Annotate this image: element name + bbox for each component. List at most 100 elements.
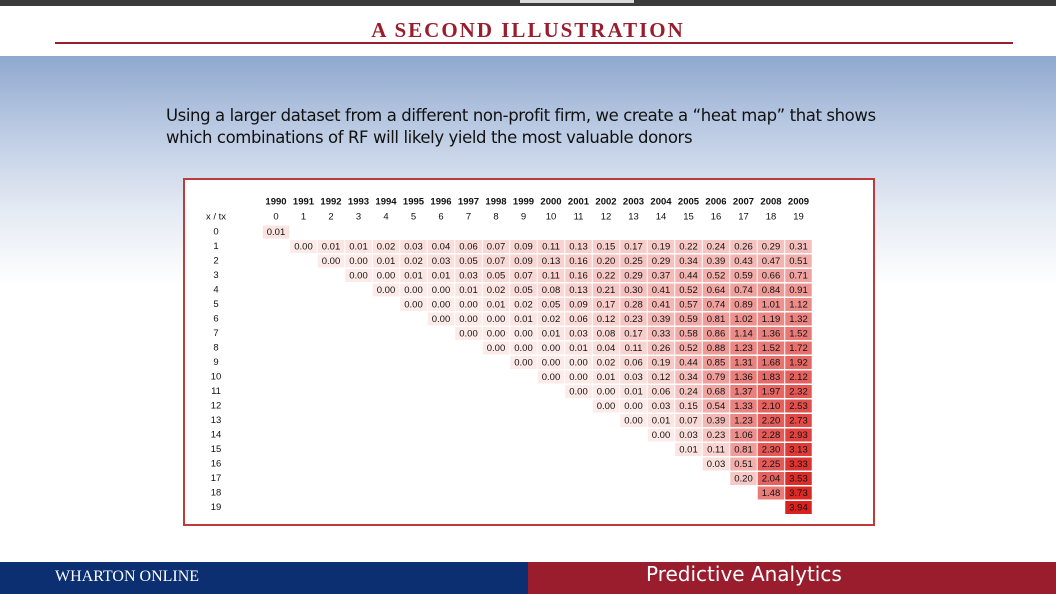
- heat-cell: [785, 486, 812, 500]
- heat-cell-value: 0.44: [679, 271, 698, 282]
- heat-cell-value: 2.93: [789, 430, 808, 441]
- year-header-1992: 1992: [320, 197, 341, 208]
- heat-cell: [482, 298, 510, 311]
- heat-cell: [757, 283, 785, 297]
- heat-cell-value: 0.51: [789, 256, 808, 267]
- heat-cell-value: 0.51: [734, 459, 753, 470]
- heat-cell: [757, 269, 785, 282]
- heat-cell-value: 0.00: [487, 329, 506, 340]
- heat-cell-value: 0.11: [542, 242, 560, 253]
- year-header-1995: 1995: [403, 197, 425, 208]
- heat-cell: [730, 356, 757, 369]
- heat-cell: [785, 370, 812, 384]
- heat-cell: [702, 385, 730, 398]
- slide-header: A SECOND ILLUSTRATION: [0, 6, 1056, 56]
- heat-cell: [757, 298, 785, 311]
- heat-cell: [785, 399, 812, 413]
- heat-cell-value: 0.00: [432, 285, 451, 296]
- heat-cell-value: 0.00: [459, 314, 478, 325]
- footer-brand: WHARTON ONLINE: [55, 568, 200, 585]
- year-header-1993: 1993: [348, 197, 369, 208]
- tx-header-12: 12: [601, 212, 612, 223]
- heat-cell: [427, 312, 455, 326]
- heat-cell: [785, 240, 812, 253]
- heat-cell-value: 0.26: [734, 242, 753, 253]
- heat-cell: [702, 356, 730, 369]
- heat-cell-value: 0.00: [294, 242, 313, 253]
- heat-cell: [675, 341, 702, 355]
- heat-cell-value: 0.39: [707, 256, 726, 267]
- heat-cell: [620, 312, 647, 326]
- heat-cell: [372, 240, 400, 253]
- heat-cell: [675, 312, 702, 326]
- heat-cell: [592, 327, 620, 340]
- heat-cell-value: 0.07: [514, 271, 533, 282]
- heat-cell-value: 0.01: [404, 271, 423, 282]
- heat-cell-value: 2.20: [762, 416, 781, 427]
- heat-cell-value: 0.01: [459, 285, 478, 296]
- heat-cell-value: 1.92: [789, 358, 808, 369]
- heat-cell-value: 0.00: [542, 343, 561, 354]
- x-row-label-0: 0: [213, 227, 218, 238]
- heat-cell: [785, 312, 812, 326]
- heat-cell-value: 0.00: [542, 358, 561, 369]
- heat-cell: [647, 385, 675, 398]
- heat-cell-value: 0.68: [707, 387, 726, 398]
- heat-cell-value: 0.02: [404, 256, 423, 267]
- heat-cell-value: 0.00: [624, 416, 643, 427]
- heat-cell: [482, 341, 510, 355]
- heat-cell-value: 0.06: [624, 358, 643, 369]
- heat-cell-value: 0.39: [707, 416, 726, 427]
- heat-cell-value: 3.53: [789, 474, 808, 485]
- heat-cell-value: 0.00: [459, 300, 478, 311]
- tx-header-0: 0: [273, 212, 278, 223]
- x-row-label-14: 14: [211, 430, 222, 441]
- heat-cell: [702, 327, 730, 340]
- x-row-label-9: 9: [213, 357, 218, 368]
- heat-cell: [482, 269, 510, 282]
- heat-cell: [785, 385, 812, 398]
- heat-cell: [675, 240, 702, 253]
- heat-cell-value: 0.17: [597, 300, 616, 311]
- heat-cell-value: 3.73: [789, 488, 808, 499]
- heat-cell: [730, 443, 757, 456]
- tx-header-14: 14: [656, 212, 667, 223]
- heat-cell-value: 0.34: [679, 372, 698, 383]
- heat-cell: [427, 254, 455, 268]
- heat-cell: [620, 269, 647, 282]
- heat-cell-value: 0.00: [322, 256, 341, 267]
- heat-cell-value: 2.73: [789, 416, 808, 427]
- heat-cell-value: 0.22: [679, 242, 698, 253]
- heat-cell: [455, 327, 482, 340]
- x-row-label-5: 5: [213, 299, 218, 310]
- heat-cell: [455, 254, 482, 268]
- heat-cell: [785, 327, 812, 340]
- heat-cell: [262, 225, 290, 239]
- heat-cell: [675, 399, 702, 413]
- heat-cell-value: 3.94: [789, 503, 808, 514]
- year-header-2000: 2000: [540, 197, 561, 208]
- heat-cell-value: 0.58: [679, 329, 698, 340]
- heat-cell: [620, 356, 647, 369]
- year-header-2001: 2001: [568, 197, 590, 208]
- heat-cell-value: 0.86: [707, 329, 726, 340]
- heat-cell: [757, 457, 785, 471]
- heat-cell: [785, 428, 812, 442]
- x-row-label-4: 4: [213, 285, 218, 296]
- heat-cell: [372, 254, 400, 268]
- heat-cell-value: 1.02: [734, 314, 753, 325]
- heat-cell: [647, 399, 675, 413]
- heat-cell: [537, 269, 565, 282]
- heat-cell-value: 1.52: [762, 343, 781, 354]
- tx-header-19: 19: [793, 212, 804, 223]
- year-header-2003: 2003: [623, 197, 644, 208]
- heat-cell-value: 0.00: [377, 285, 396, 296]
- x-row-label-6: 6: [213, 314, 218, 325]
- heat-cell: [647, 298, 675, 311]
- heat-cell: [675, 283, 702, 297]
- year-header-1999: 1999: [513, 197, 534, 208]
- heat-cell-value: 0.29: [762, 242, 781, 253]
- heat-cell: [757, 312, 785, 326]
- tx-header-7: 7: [466, 212, 471, 223]
- heat-cell-value: 0.01: [514, 314, 533, 325]
